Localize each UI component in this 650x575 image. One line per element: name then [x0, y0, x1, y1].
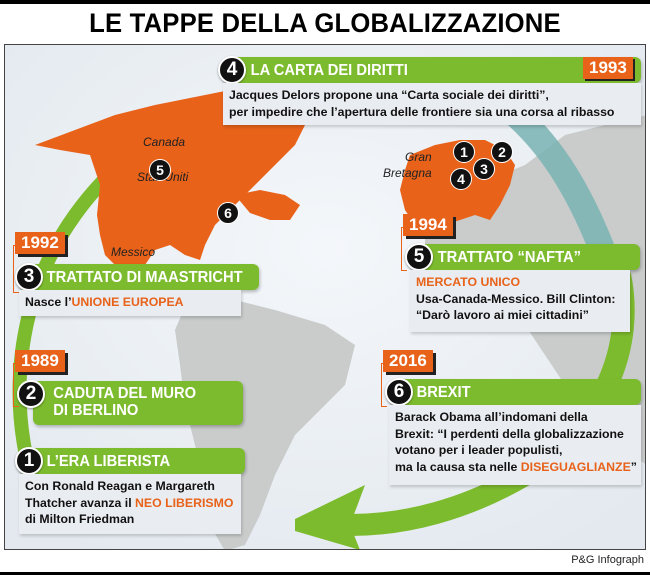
land-canada-east [235, 190, 300, 220]
stage-5-line-1: Usa-Canada-Messico. Bill Clinton: [416, 291, 616, 306]
map-marker-1: 1 [453, 141, 475, 163]
stage-1-line-3: di Milton Friedman [25, 512, 135, 526]
stage-body-5: MERCATO UNICO Usa-Canada-Messico. Bill C… [410, 270, 630, 332]
stage-title-6: BREXIT [416, 383, 471, 401]
stage-1-highlight: NEO LIBERISMO [135, 495, 234, 510]
stage-4-line-2: per impedire che l’apertura delle fronti… [229, 104, 615, 119]
infographic-frame: Canada Stati Uniti Messico Gran Bretagna… [4, 44, 646, 550]
stage-number-6: 6 [385, 378, 413, 406]
stage-title-3: TRATTATO DI MAASTRICHT [46, 268, 243, 286]
stage-title-1: L’ERA LIBERISTA [46, 452, 171, 470]
stage-3-highlight: UNIONE EUROPEA [71, 295, 184, 309]
stage-number-1: 1 [15, 447, 43, 475]
bottom-rule [0, 572, 650, 575]
land-north-america [35, 85, 315, 280]
label-uk-2: Bretagna [383, 166, 432, 180]
stage-header-4: LA CARTA DEI DIRITTI [223, 57, 641, 83]
stage-year-2: 1989 [15, 350, 65, 372]
stage-2-title-line-1: CADUTA DEL MURO [53, 385, 197, 402]
stage-year-4: 1993 [583, 57, 633, 79]
stage-year-5: 1994 [403, 214, 453, 236]
stage-6-line-2: Brexit: “I perdenti della globalizzazion… [395, 426, 624, 441]
stage-body-3: Nasce l’UNIONE EUROPEA [19, 290, 241, 316]
stage-6-line-4: ma la causa sta nelle DISEGUAGLIANZE” [395, 459, 637, 474]
stage-year-6: 2016 [383, 350, 433, 372]
map-marker-5: 5 [149, 159, 171, 181]
map-marker-3: 3 [473, 158, 495, 180]
stage-header-6: BREXIT [389, 379, 641, 405]
stage-6-line-3: votano per i leader populisti, [395, 443, 563, 457]
map-marker-4: 4 [450, 168, 472, 190]
stage-number-5: 5 [405, 243, 433, 271]
label-canada: Canada [143, 135, 186, 149]
credit-text: P&G Infograph [571, 554, 644, 566]
stage-2-title-line-2: DI BERLINO [53, 402, 139, 419]
stage-6-highlight: DISEGUAGLIANZE [520, 459, 631, 474]
stage-year-3: 1992 [15, 232, 65, 254]
stage-header-2: CADUTA DEL MURO DI BERLINO [33, 381, 243, 425]
label-uk-1: Gran [405, 150, 432, 164]
map-marker-6: 6 [217, 202, 239, 224]
stage-header-5: TRATTATO “NAFTA” [410, 244, 640, 270]
stage-1-line-2: Thatcher avanza il NEO LIBERISMO [25, 495, 234, 510]
stage-number-4: 4 [218, 56, 246, 84]
stage-5-line-2: “Darò lavoro ai miei cittadini” [416, 308, 589, 322]
stage-number-3: 3 [15, 263, 43, 291]
stage-title-4: LA CARTA DEI DIRITTI [250, 61, 408, 79]
stage-4-line-1: Jacques Delors propone una “Carta social… [229, 88, 549, 102]
stage-3-text: Nasce l’ [25, 295, 72, 309]
stage-body-4: Jacques Delors propone una “Carta social… [223, 83, 641, 125]
stage-title-2: CADUTA DEL MURO DI BERLINO [33, 385, 196, 419]
page-title: LE TAPPE DELLA GLOBALIZZAZIONE [89, 8, 561, 38]
stage-title-5: TRATTATO “NAFTA” [437, 248, 581, 266]
stage-5-subtitle: MERCATO UNICO [416, 275, 521, 289]
label-mexico: Messico [111, 245, 156, 259]
stage-header-1: L’ERA LIBERISTA [19, 448, 245, 474]
stage-6-line-1: Barack Obama all’indomani della [395, 410, 588, 424]
stage-1-line-1: Con Ronald Reagan e Margareth [25, 479, 215, 493]
arrowhead-icon [295, 485, 365, 549]
top-rule [0, 0, 650, 4]
stage-number-2: 2 [17, 380, 45, 408]
stage-header-3: TRATTATO DI MAASTRICHT [19, 264, 259, 290]
stage-body-6: Barack Obama all’indomani della Brexit: … [389, 405, 641, 485]
stage-body-1: Con Ronald Reagan e Margareth Thatcher a… [19, 474, 241, 534]
map-marker-2: 2 [491, 141, 513, 163]
